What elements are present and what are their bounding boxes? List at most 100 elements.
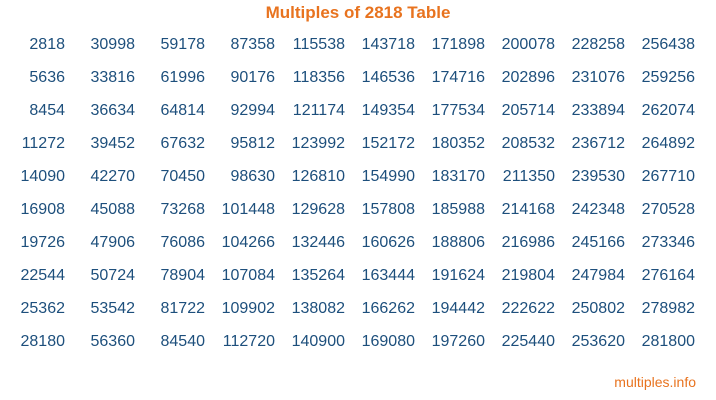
table-cell: 70450 <box>160 168 206 185</box>
table-cell: 42270 <box>90 168 136 185</box>
table-cell: 98630 <box>230 168 276 185</box>
page-title: Multiples of 2818 Table <box>265 3 451 22</box>
table-cell: 59178 <box>160 36 206 53</box>
table-cell: 191624 <box>431 267 485 284</box>
table-cell: 216986 <box>501 234 555 251</box>
table-cell: 236712 <box>571 135 625 152</box>
table-row: 5636 33816 61996 90176 118356 146536 174716 202… <box>0 67 716 100</box>
table-cell: 129628 <box>291 201 345 218</box>
table-cell: 171898 <box>431 36 485 53</box>
table-cell: 214168 <box>501 201 555 218</box>
table-row: 8454 36634 64814 92994 121174 149354 177534 205… <box>0 100 716 133</box>
table-cell: 90176 <box>230 69 276 86</box>
table-cell: 273346 <box>641 234 695 251</box>
table-cell: 228258 <box>571 36 625 53</box>
table-row: 11272 39452 67632 95812 123992 152172 180352 20… <box>0 133 716 166</box>
table-cell: 152172 <box>361 135 415 152</box>
table-cell: 76086 <box>160 234 206 251</box>
table-cell: 180352 <box>431 135 485 152</box>
table-cell: 118356 <box>292 69 345 86</box>
table-cell: 101448 <box>221 201 275 218</box>
table-cell: 84540 <box>160 333 206 350</box>
table-cell: 81722 <box>160 300 206 317</box>
table-cell: 222622 <box>501 300 555 317</box>
table-cell: 219804 <box>501 267 555 284</box>
table-cell: 45088 <box>90 201 136 218</box>
table-cell: 8454 <box>29 102 65 119</box>
table-cell: 276164 <box>641 267 695 284</box>
table-cell: 259256 <box>641 69 695 86</box>
table-cell: 73268 <box>160 201 206 218</box>
table-cell: 247984 <box>571 267 625 284</box>
table-row: 19726 47906 76086 104266 132446 160626 188806 2… <box>0 232 716 265</box>
table-row: 28180 56360 84540 112720 140900 169080 197260 2… <box>0 331 716 364</box>
table-cell: 39452 <box>90 135 136 152</box>
table-cell: 5636 <box>29 69 65 86</box>
table-row: 16908 45088 73268 101448 129628 157808 185988 2… <box>0 199 716 232</box>
table-cell: 231076 <box>571 69 625 86</box>
table-cell: 16908 <box>20 201 66 218</box>
table-cell: 262074 <box>641 102 695 119</box>
table-cell: 140900 <box>291 333 345 350</box>
table-cell: 200078 <box>501 36 555 53</box>
table-cell: 30998 <box>90 36 136 53</box>
table-cell: 78904 <box>160 267 206 284</box>
table-cell: 135264 <box>291 267 345 284</box>
table-cell: 270528 <box>641 201 695 218</box>
table-cell: 202896 <box>501 69 555 86</box>
table-cell: 56360 <box>90 333 136 350</box>
table-cell: 185988 <box>431 201 485 218</box>
site-link[interactable]: multiples.info <box>614 374 696 390</box>
table-cell: 109902 <box>221 300 275 317</box>
table-cell: 138082 <box>291 300 345 317</box>
table-row: 14090 42270 70450 98630 126810 154990 183170 21… <box>0 166 716 199</box>
table-cell: 22544 <box>20 267 66 284</box>
table-cell: 281800 <box>641 333 695 350</box>
table-cell: 92994 <box>230 102 276 119</box>
table-cell: 19726 <box>20 234 66 251</box>
table-cell: 278982 <box>641 300 695 317</box>
table-cell: 14090 <box>20 168 66 185</box>
table-cell: 174716 <box>431 69 485 86</box>
table-cell: 208532 <box>501 135 555 152</box>
table-cell: 183170 <box>431 168 485 185</box>
table-cell: 50724 <box>90 267 136 284</box>
table-cell: 146536 <box>361 69 415 86</box>
table-cell: 107084 <box>221 267 275 284</box>
table-cell: 67632 <box>160 135 206 152</box>
table-cell: 87358 <box>230 36 276 53</box>
table-cell: 95812 <box>230 135 276 152</box>
table-cell: 28180 <box>20 333 66 350</box>
table-cell: 25362 <box>20 300 66 317</box>
table-cell: 188806 <box>431 234 485 251</box>
table-cell: 250802 <box>571 300 625 317</box>
table-cell: 154990 <box>361 168 415 185</box>
table-cell: 47906 <box>90 234 136 251</box>
table-row: 22544 50724 78904 107084 135264 163444 191624 2… <box>0 265 716 298</box>
table-cell: 36634 <box>90 102 136 119</box>
table-cell: 225440 <box>501 333 555 350</box>
table-cell: 166262 <box>361 300 415 317</box>
table-cell: 2818 <box>29 36 65 53</box>
table-row: 2818 30998 59178 87358 115538 143718 171898 200… <box>0 34 716 67</box>
table-cell: 157808 <box>361 201 415 218</box>
table-cell: 11272 <box>21 135 65 152</box>
table-cell: 169080 <box>361 333 415 350</box>
table-cell: 197260 <box>431 333 485 350</box>
table-cell: 177534 <box>431 102 485 119</box>
table-cell: 253620 <box>571 333 625 350</box>
table-cell: 123992 <box>291 135 345 152</box>
table-cell: 149354 <box>361 102 415 119</box>
table-cell: 126810 <box>291 168 345 185</box>
table-cell: 64814 <box>160 102 206 119</box>
table-cell: 245166 <box>571 234 625 251</box>
table-cell: 121174 <box>292 102 345 119</box>
table-cell: 233894 <box>571 102 625 119</box>
table-cell: 104266 <box>221 234 275 251</box>
table-cell: 115538 <box>292 36 345 53</box>
table-cell: 53542 <box>90 300 136 317</box>
table-cell: 239530 <box>571 168 625 185</box>
table-cell: 143718 <box>361 36 415 53</box>
table-cell: 163444 <box>361 267 415 284</box>
table-cell: 256438 <box>641 36 695 53</box>
